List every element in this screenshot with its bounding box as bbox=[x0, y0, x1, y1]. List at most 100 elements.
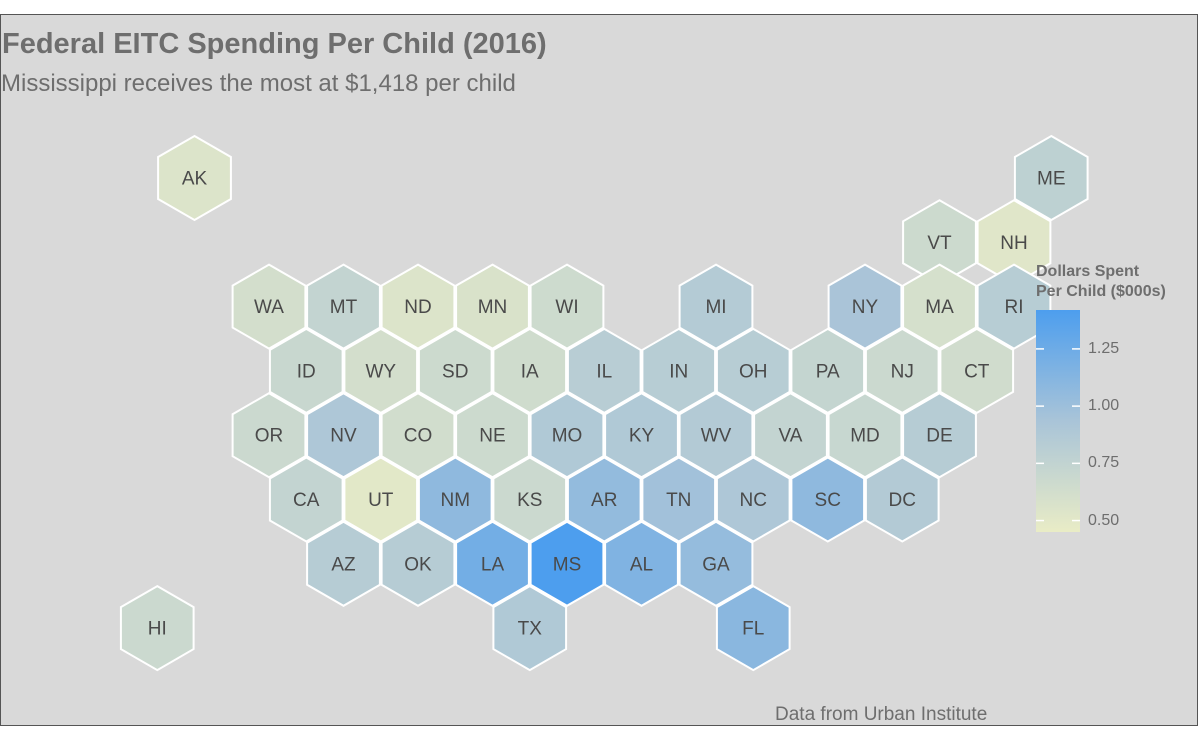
state-label-nv: NV bbox=[330, 426, 357, 447]
legend-tick-label: 1.00 bbox=[1088, 397, 1120, 415]
state-tile-mn: MN bbox=[455, 263, 530, 350]
state-tile-al: AL bbox=[604, 520, 679, 607]
state-label-or: OR bbox=[255, 426, 284, 447]
state-label-pa: PA bbox=[816, 361, 840, 382]
chart-subtitle: Mississippi receives the most at $1,418 … bbox=[1, 70, 516, 97]
state-label-nj: NJ bbox=[891, 361, 914, 382]
state-label-nd: ND bbox=[404, 297, 431, 318]
state-hex-nm bbox=[417, 456, 493, 543]
state-tile-ia: IA bbox=[492, 327, 568, 415]
state-hex-ri bbox=[976, 263, 1052, 350]
state-tile-nj: NJ bbox=[864, 327, 940, 415]
state-tile-oh: OH bbox=[715, 327, 791, 415]
state-hex-mt bbox=[306, 263, 381, 350]
legend-title-line-1: Dollars Spent bbox=[1036, 263, 1140, 280]
state-tile-mt: MT bbox=[306, 263, 381, 350]
state-hex-pa bbox=[790, 327, 866, 415]
state-hex-mo bbox=[529, 392, 605, 479]
state-hex-az bbox=[306, 520, 381, 607]
state-tile-nm: NM bbox=[417, 456, 493, 543]
state-tile-de: DE bbox=[902, 392, 977, 479]
state-hex-wv bbox=[678, 392, 754, 479]
state-tile-nc: NC bbox=[715, 456, 791, 543]
state-hex-mn bbox=[455, 263, 530, 350]
state-hex-in bbox=[641, 327, 717, 415]
state-tile-or: OR bbox=[231, 392, 307, 479]
state-tile-sd: SD bbox=[417, 327, 493, 415]
state-tile-vt: VT bbox=[902, 199, 977, 286]
state-label-wv: WV bbox=[701, 426, 732, 447]
state-label-az: AZ bbox=[331, 554, 356, 575]
state-hex-tx bbox=[492, 584, 568, 672]
state-label-ga: GA bbox=[702, 554, 730, 575]
state-hex-sc bbox=[790, 456, 866, 543]
state-tile-nd: ND bbox=[380, 263, 456, 350]
legend-colorbar bbox=[1036, 310, 1080, 532]
state-tile-ga: GA bbox=[678, 520, 754, 607]
state-hex-ma bbox=[902, 263, 977, 350]
state-tile-sc: SC bbox=[790, 456, 866, 543]
state-hex-ky bbox=[604, 392, 679, 479]
state-label-fl: FL bbox=[742, 619, 764, 640]
state-label-nh: NH bbox=[1000, 233, 1027, 254]
state-label-ia: IA bbox=[521, 361, 539, 382]
state-hex-fl bbox=[715, 584, 791, 672]
state-label-al: AL bbox=[630, 554, 653, 575]
state-label-wy: WY bbox=[365, 361, 396, 382]
state-tile-wi: WI bbox=[529, 263, 605, 350]
state-tile-md: MD bbox=[827, 392, 903, 479]
state-hex-ak bbox=[157, 134, 232, 222]
state-hex-co bbox=[380, 392, 456, 479]
state-label-oh: OH bbox=[739, 361, 768, 382]
state-tile-dc: DC bbox=[864, 456, 940, 543]
state-hex-ok bbox=[380, 520, 456, 607]
legend-gradient-bar bbox=[1036, 310, 1080, 532]
state-tile-hi: HI bbox=[119, 584, 195, 672]
state-label-nm: NM bbox=[440, 490, 470, 511]
state-label-ms: MS bbox=[553, 554, 582, 575]
state-label-mo: MO bbox=[552, 426, 583, 447]
state-tile-ms: MS bbox=[529, 520, 605, 607]
state-hex-wy bbox=[343, 327, 419, 415]
state-hex-va bbox=[753, 392, 828, 479]
state-hex-il bbox=[566, 327, 642, 415]
state-label-va: VA bbox=[779, 426, 803, 447]
state-tile-ma: MA bbox=[902, 263, 977, 350]
state-label-la: LA bbox=[481, 554, 505, 575]
state-tile-tx: TX bbox=[492, 584, 568, 672]
state-tile-az: AZ bbox=[306, 520, 381, 607]
state-label-vt: VT bbox=[927, 233, 952, 254]
state-hex-ne bbox=[455, 392, 530, 479]
state-label-de: DE bbox=[926, 426, 952, 447]
state-label-ky: KY bbox=[629, 426, 655, 447]
state-label-tx: TX bbox=[518, 619, 543, 640]
state-label-il: IL bbox=[596, 361, 612, 382]
state-tile-wy: WY bbox=[343, 327, 419, 415]
state-hex-ny bbox=[827, 263, 903, 350]
state-hex-wi bbox=[529, 263, 605, 350]
state-label-tn: TN bbox=[666, 490, 691, 511]
state-label-co: CO bbox=[404, 426, 433, 447]
legend-title-line-2: Per Child ($000s) bbox=[1036, 283, 1166, 300]
state-hex-id bbox=[268, 327, 344, 415]
state-tile-va: VA bbox=[753, 392, 828, 479]
state-label-wa: WA bbox=[254, 297, 284, 318]
state-tile-ak: AK bbox=[157, 134, 232, 222]
state-label-md: MD bbox=[850, 426, 880, 447]
state-label-nc: NC bbox=[740, 490, 767, 511]
state-tile-pa: PA bbox=[790, 327, 866, 415]
state-tile-wv: WV bbox=[678, 392, 754, 479]
state-tile-id: ID bbox=[268, 327, 344, 415]
state-tile-ny: NY bbox=[827, 263, 903, 350]
state-tile-ar: AR bbox=[566, 456, 642, 543]
state-tile-nv: NV bbox=[306, 392, 381, 479]
state-hex-ca bbox=[268, 456, 344, 543]
state-label-ca: CA bbox=[293, 490, 320, 511]
state-hex-ks bbox=[492, 456, 568, 543]
state-hex-ct bbox=[939, 327, 1015, 415]
state-label-ri: RI bbox=[1005, 297, 1024, 318]
state-hex-nc bbox=[715, 456, 791, 543]
state-tile-il: IL bbox=[566, 327, 642, 415]
state-tile-me: ME bbox=[1013, 134, 1089, 222]
